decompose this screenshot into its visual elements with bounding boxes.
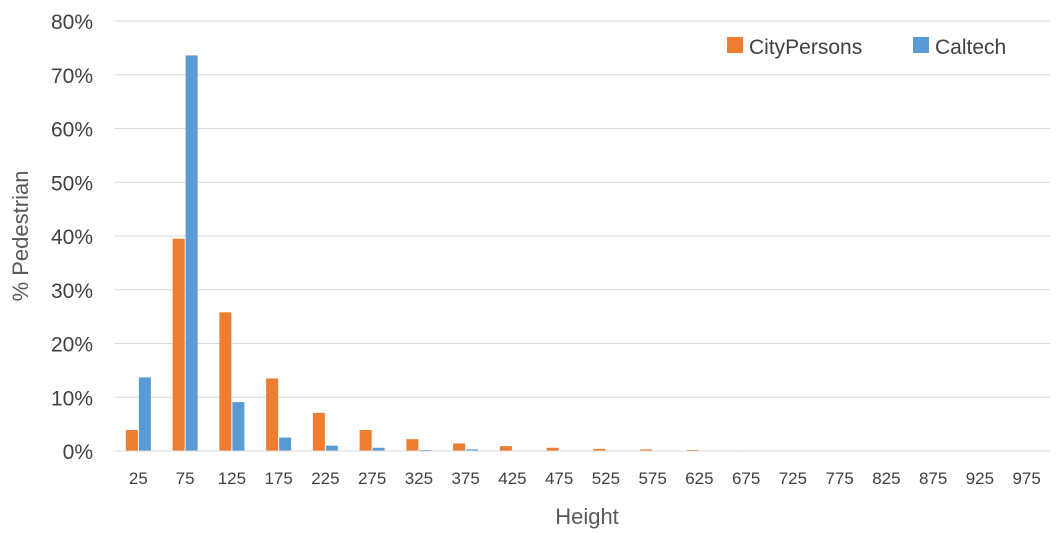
y-axis-ticks: 0% 10% 20% 30% 40% 50% 60% 70% 80%	[51, 11, 93, 464]
bar-citypersons-575	[640, 449, 653, 451]
bar-series	[125, 55, 1027, 452]
legend-swatch-caltech	[913, 37, 929, 53]
y-axis-title: % Pedestrian	[8, 171, 33, 302]
x-tick-label: 475	[545, 469, 573, 488]
y-tick-label: 30%	[51, 280, 93, 303]
x-axis-ticks: 25 75 125 175 225 275 325 375 425 475 525 575 625 675…	[129, 469, 1041, 488]
bar-citypersons-125	[219, 312, 232, 451]
bar-caltech-275	[372, 447, 385, 451]
x-tick-label: 25	[129, 469, 148, 488]
x-tick-label: 525	[592, 469, 620, 488]
x-tick-label: 775	[825, 469, 853, 488]
x-tick-label: 975	[1012, 469, 1040, 488]
x-tick-label: 675	[732, 469, 760, 488]
bar-caltech-125	[232, 402, 245, 451]
bar-citypersons-275	[359, 430, 372, 451]
x-tick-label: 625	[685, 469, 713, 488]
bar-caltech-375	[466, 449, 479, 451]
gridlines	[115, 20, 1050, 398]
y-tick-label: 10%	[51, 387, 93, 410]
bar-citypersons-375	[453, 443, 466, 451]
x-axis-title: Height	[555, 504, 619, 529]
x-tick-label: 875	[919, 469, 947, 488]
bar-citypersons-175	[266, 378, 279, 451]
legend-label-citypersons: CityPersons	[749, 36, 862, 59]
bar-caltech-175	[279, 437, 292, 451]
x-tick-label: 425	[498, 469, 526, 488]
bar-caltech-25	[138, 377, 151, 451]
x-tick-label: 725	[779, 469, 807, 488]
bar-caltech-75	[185, 55, 198, 452]
x-tick-label: 125	[218, 469, 246, 488]
y-tick-label: 0%	[63, 441, 93, 464]
y-tick-label: 40%	[51, 226, 93, 249]
legend-swatch-citypersons	[727, 37, 743, 53]
bar-citypersons-625	[686, 449, 699, 451]
bar-citypersons-525	[593, 448, 606, 451]
x-tick-label: 275	[358, 469, 386, 488]
x-tick-label: 225	[311, 469, 339, 488]
y-tick-label: 20%	[51, 334, 93, 357]
y-tick-label: 60%	[51, 119, 93, 142]
x-tick-label: 325	[405, 469, 433, 488]
bar-citypersons-475	[546, 447, 559, 451]
bar-citypersons-425	[499, 446, 512, 451]
x-tick-label: 175	[264, 469, 292, 488]
y-tick-label: 50%	[51, 172, 93, 195]
x-tick-label: 75	[176, 469, 195, 488]
legend: CityPersons Caltech	[727, 36, 1006, 59]
legend-label-caltech: Caltech	[935, 36, 1006, 59]
x-tick-label: 925	[966, 469, 994, 488]
bar-citypersons-225	[312, 412, 325, 451]
y-tick-label: 80%	[51, 11, 93, 34]
x-tick-label: 825	[872, 469, 900, 488]
y-tick-label: 70%	[51, 65, 93, 88]
bar-caltech-225	[325, 445, 338, 451]
x-tick-label: 575	[638, 469, 666, 488]
bar-citypersons-325	[406, 439, 419, 451]
bar-citypersons-75	[172, 238, 185, 451]
x-tick-label: 375	[451, 469, 479, 488]
bar-caltech-325	[419, 449, 432, 451]
bar-citypersons-25	[125, 430, 138, 451]
